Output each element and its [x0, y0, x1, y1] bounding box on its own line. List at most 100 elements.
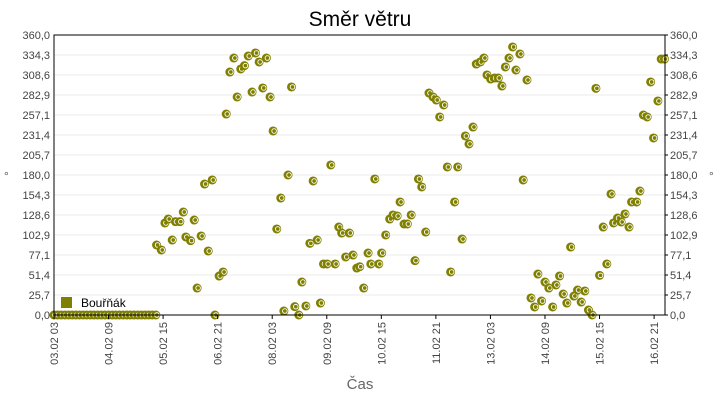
data-point-highlight	[242, 62, 249, 69]
data-point	[558, 289, 568, 299]
y-tick-label-right: 360,0	[670, 30, 698, 42]
data-point	[606, 189, 616, 199]
data-point	[395, 197, 405, 207]
y-tick-label-left: 25,7	[29, 290, 50, 302]
data-point	[515, 49, 525, 59]
y-tick-label-left: 257,1	[22, 110, 50, 122]
x-tick-label: 15.02 15	[595, 322, 607, 365]
data-point	[261, 53, 271, 63]
data-point	[504, 53, 514, 63]
y-tick-label-right: 257,1	[670, 110, 698, 122]
y-tick-label-left: 334,3	[22, 50, 50, 62]
data-point-highlight	[441, 102, 448, 108]
data-point-highlight	[268, 94, 274, 100]
data-point-highlight	[565, 300, 571, 306]
data-point-highlight	[623, 211, 629, 217]
data-point-highlight	[638, 188, 644, 194]
data-point-highlight	[271, 128, 277, 134]
data-point-highlight	[264, 55, 271, 61]
data-point	[330, 259, 340, 269]
data-point-highlight	[419, 184, 426, 190]
y-tick-label-left: 282,9	[22, 90, 50, 102]
data-point	[479, 53, 489, 63]
y-tick-label-left: 205,7	[22, 150, 50, 162]
data-point	[453, 162, 463, 172]
data-point-highlight	[536, 271, 542, 277]
y-tick-label-right: 180,0	[670, 170, 698, 182]
data-point-highlight	[648, 79, 655, 85]
data-point	[315, 298, 325, 308]
data-point-highlight	[395, 213, 401, 219]
data-point-highlight	[246, 53, 252, 59]
y-tick-label-left: 102,9	[22, 230, 50, 242]
data-point	[500, 62, 510, 72]
data-point-highlight	[261, 85, 267, 91]
x-tick-label: 09.02 09	[322, 322, 334, 365]
chart-title: Směr větru	[309, 8, 412, 31]
y-tick-label-left: 180,0	[22, 170, 50, 182]
y-tick-label-right: 308,6	[670, 70, 698, 82]
data-point-highlight	[377, 261, 383, 267]
data-point	[653, 96, 663, 106]
y-tick-label-right: 51,4	[670, 270, 691, 282]
data-point	[522, 75, 532, 85]
data-point	[562, 298, 572, 308]
data-point-highlight	[597, 272, 604, 279]
data-point-highlight	[437, 114, 444, 120]
x-tick-label: 10.02 15	[376, 322, 388, 365]
y-tick-label-right: 231,4	[670, 130, 698, 142]
data-point	[591, 83, 601, 93]
data-point-highlight	[405, 221, 412, 227]
data-point-highlight	[500, 83, 506, 89]
data-point-highlight	[275, 226, 281, 232]
data-point	[258, 83, 268, 93]
y-axis-left: 0,0 25,7 51,4 77,1 102,9 128,6 154,3 180,0 205,7…	[22, 30, 50, 322]
data-point-highlight	[159, 247, 166, 253]
data-point-highlight	[409, 212, 415, 218]
data-point-highlight	[154, 242, 161, 248]
data-point-highlight	[347, 230, 354, 236]
data-point	[305, 238, 315, 248]
data-point-highlight	[315, 237, 321, 243]
x-tick-label: 03.02 03	[49, 322, 61, 365]
data-point-highlight	[210, 177, 216, 183]
gridlines	[54, 54, 665, 296]
data-point	[290, 302, 300, 312]
data-point-highlight	[550, 304, 557, 310]
data-point-highlight	[329, 162, 335, 168]
y-tick-label-left: 154,3	[22, 190, 50, 202]
data-point	[250, 48, 260, 58]
data-point	[225, 67, 235, 77]
data-point	[196, 231, 206, 241]
data-point	[370, 174, 380, 184]
y-tick-label-right: 282,9	[670, 90, 698, 102]
y-tick-label-right: 154,3	[670, 190, 698, 202]
data-point-highlight	[188, 237, 195, 244]
data-point-highlight	[398, 199, 404, 205]
data-point-highlight	[423, 229, 430, 235]
y-tick-label-left: 308,6	[22, 70, 50, 82]
data-point-highlight	[304, 303, 310, 309]
data-point	[544, 283, 554, 293]
data-point-highlight	[605, 261, 611, 267]
data-point	[186, 236, 196, 246]
data-point	[392, 211, 402, 221]
data-point	[229, 53, 239, 63]
data-point	[247, 87, 257, 97]
data-point-highlight	[532, 304, 539, 310]
data-point-highlight	[343, 254, 350, 260]
x-tick-label: 13.02 03	[485, 322, 497, 365]
y-tick-label-right: 0,0	[670, 310, 685, 322]
data-point	[595, 270, 605, 280]
data-point-highlight	[547, 285, 553, 291]
data-point	[232, 92, 242, 102]
data-point-highlight	[279, 195, 285, 201]
data-point	[624, 222, 634, 232]
data-point	[659, 54, 669, 64]
data-point	[598, 222, 608, 232]
x-tick-label: 04.02 09	[104, 322, 116, 365]
data-point-highlight	[529, 295, 535, 301]
data-point	[254, 57, 264, 67]
data-point-highlight	[518, 51, 524, 57]
